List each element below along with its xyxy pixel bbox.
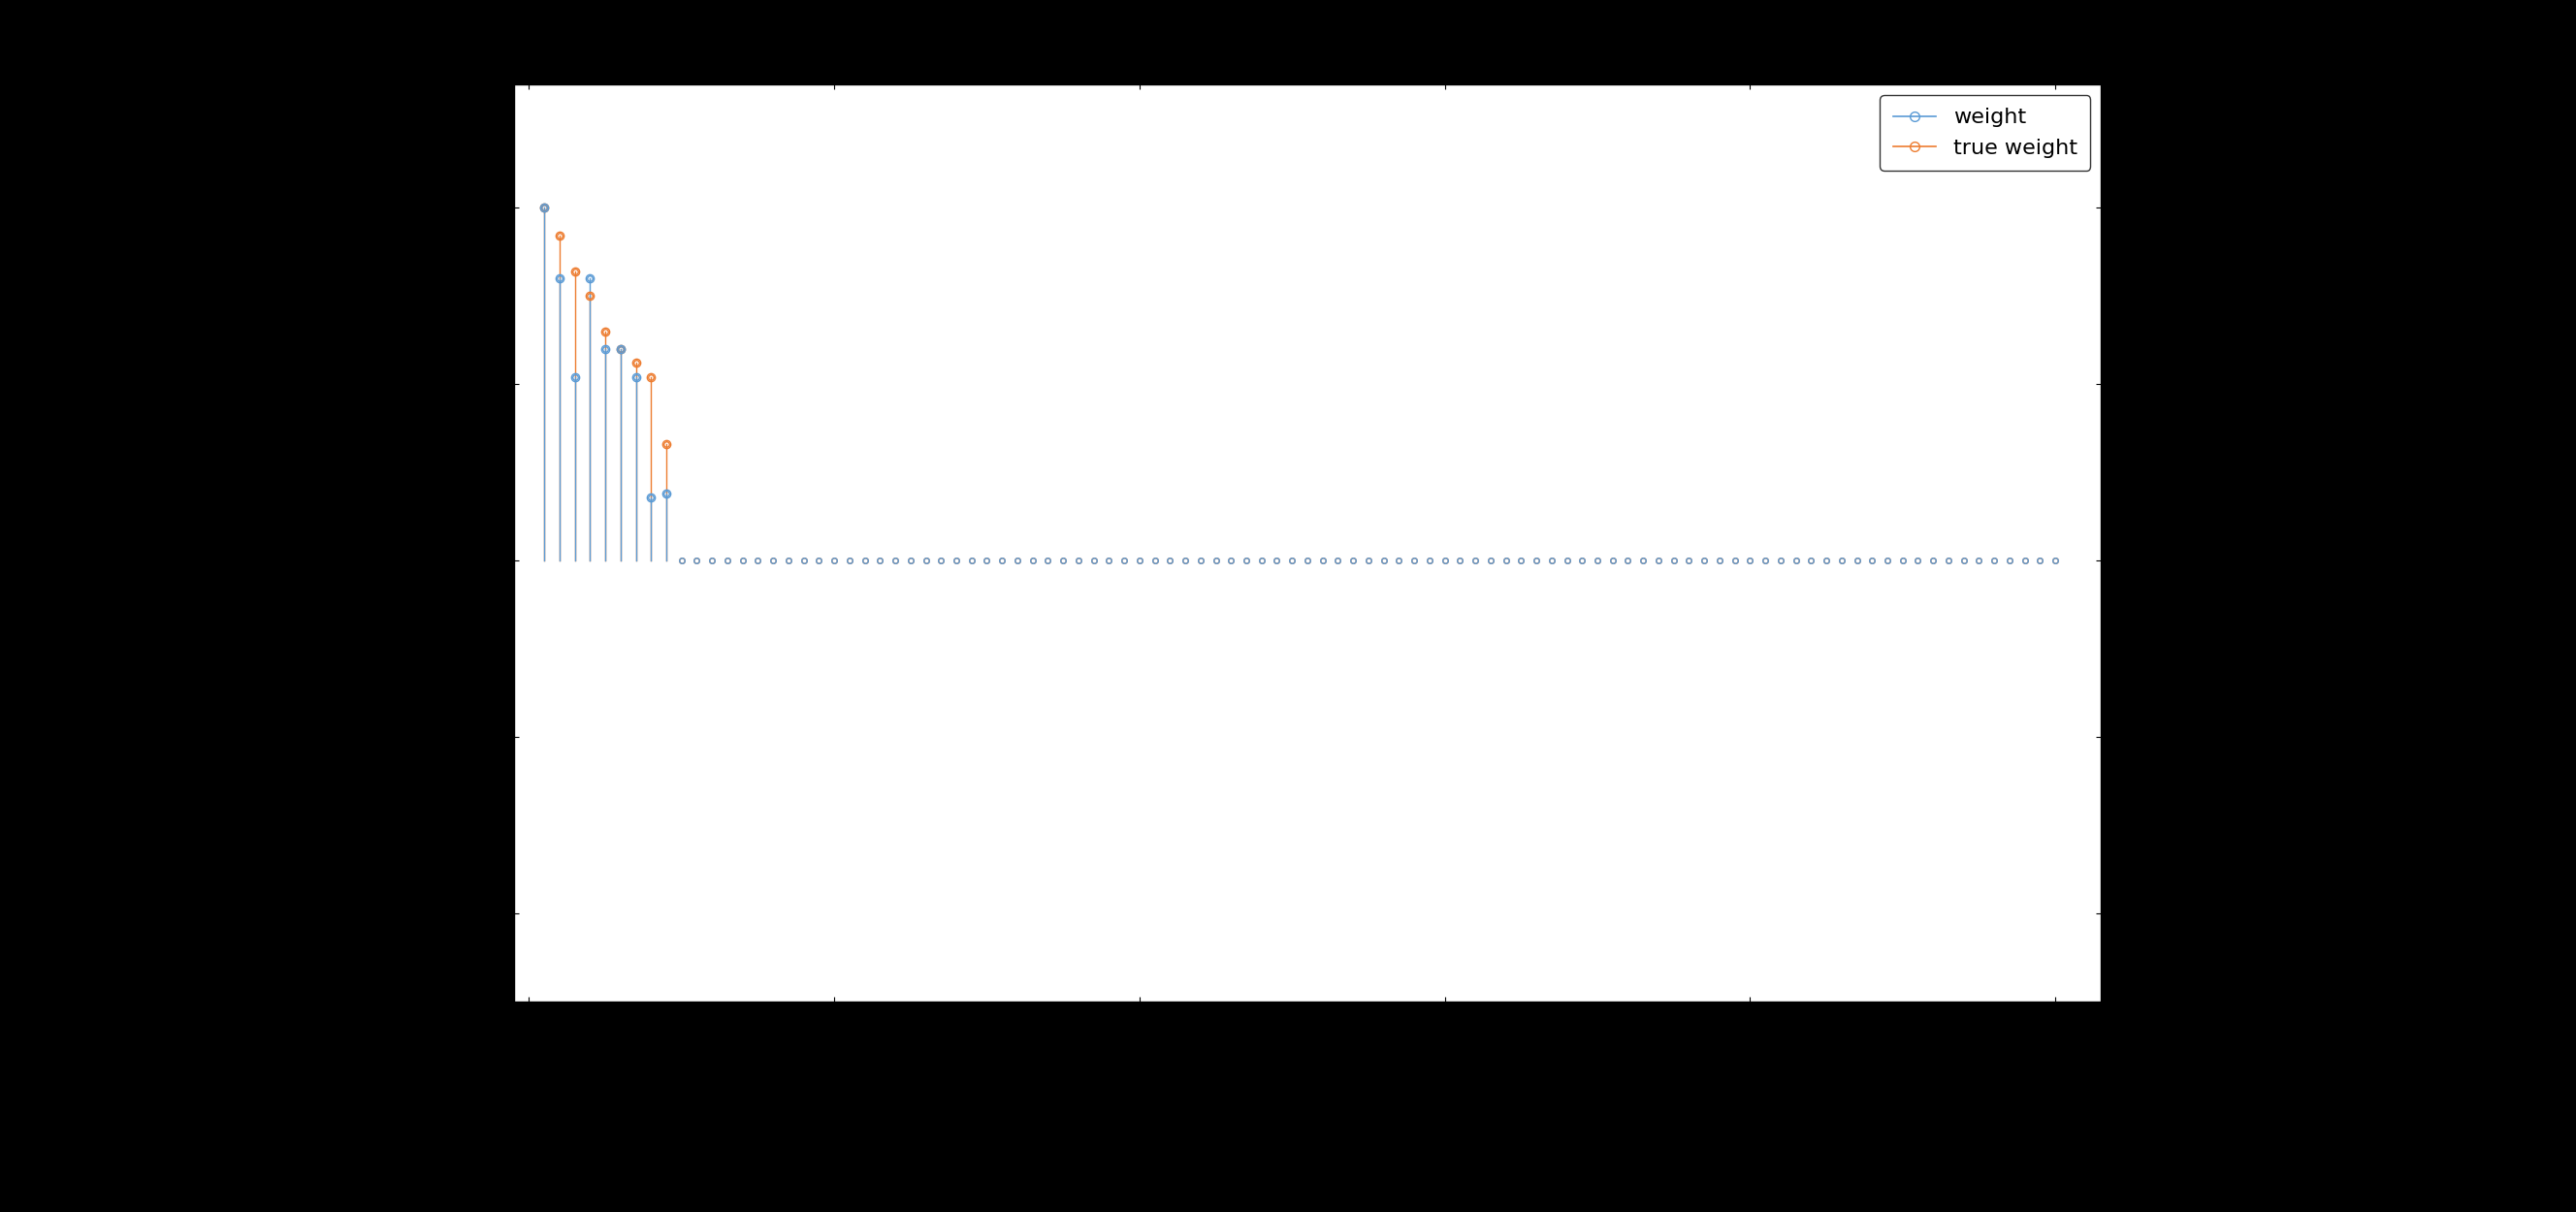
X-axis label: Modality 1 variables: Modality 1 variables — [1185, 1031, 1430, 1054]
Y-axis label: Weight: Weight — [428, 501, 451, 585]
Legend: weight, true weight: weight, true weight — [1880, 95, 2089, 171]
